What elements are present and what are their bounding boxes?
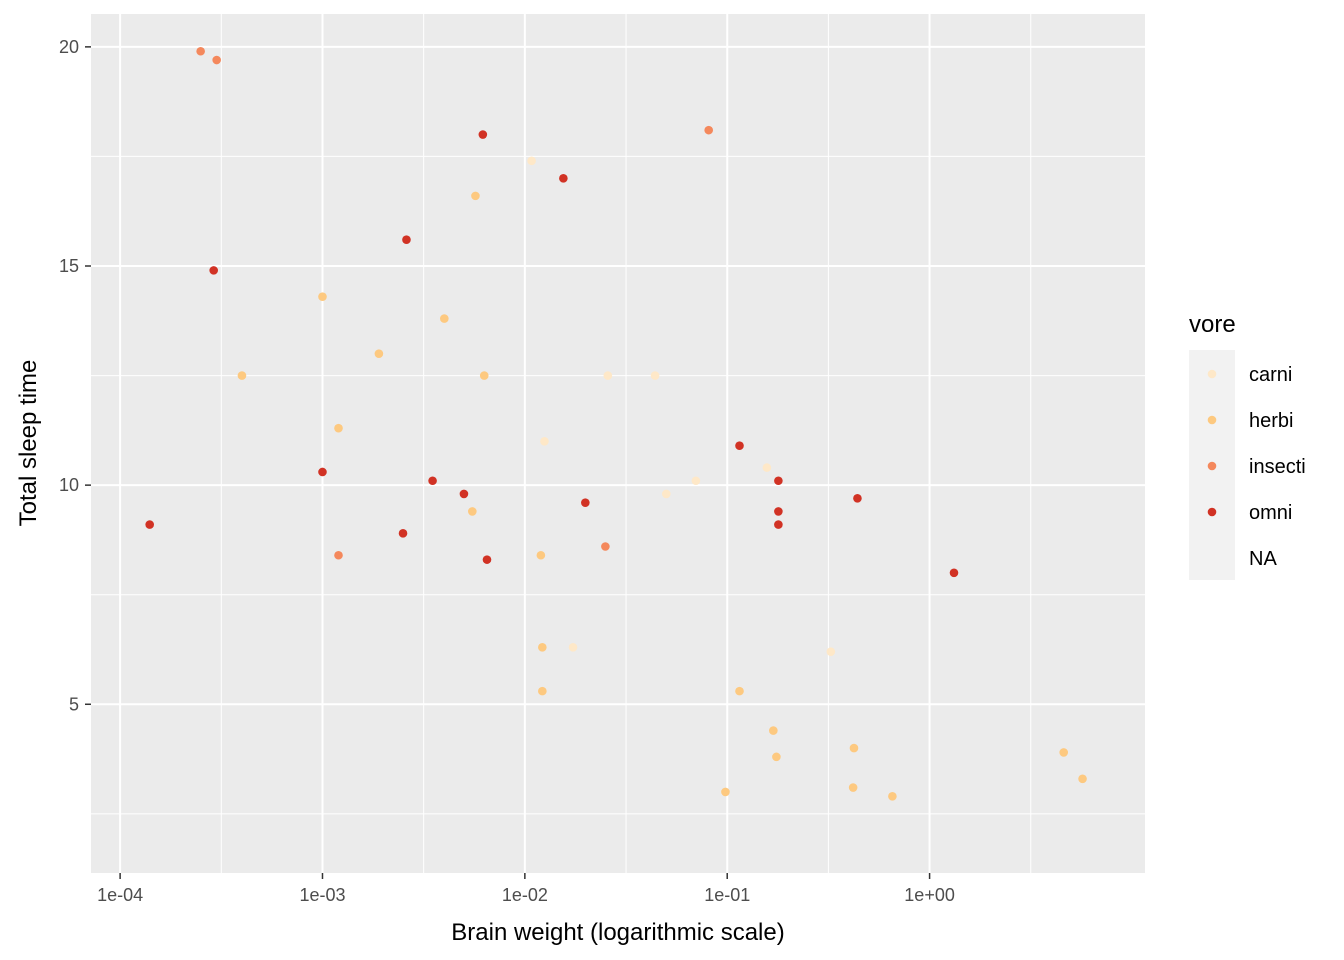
- legend: vore carni herbi insecti omni NA: [1189, 311, 1306, 580]
- data-point-herbi: [374, 349, 384, 358]
- legend-title: vore: [1189, 311, 1236, 338]
- data-point-omni: [459, 489, 469, 499]
- data-point-omni: [774, 507, 783, 516]
- legend-label-carni: carni: [1249, 364, 1292, 386]
- data-point-herbi: [536, 550, 546, 560]
- x-axis-title: Brain weight (logarithmic scale): [451, 919, 784, 946]
- legend-entries: carni herbi insecti omni NA: [1207, 364, 1306, 570]
- grid-minor: [91, 14, 1145, 873]
- y-axis-title: Total sleep time: [15, 360, 42, 527]
- data-point-herbi: [735, 686, 744, 696]
- legend-label-NA: NA: [1249, 548, 1277, 570]
- x-tick-label: 1e-03: [299, 885, 345, 905]
- data-point-herbi: [538, 642, 547, 652]
- data-point-carni: [650, 371, 660, 380]
- data-point-omni: [559, 174, 568, 183]
- data-point-carni: [826, 647, 836, 656]
- data-point-insecti: [601, 542, 610, 551]
- data-point-omni: [482, 555, 492, 564]
- legend-label-insecti: insecti: [1249, 456, 1306, 478]
- legend-key-carni: [1207, 369, 1217, 379]
- data-point-insecti: [212, 55, 221, 65]
- data-point-omni: [145, 520, 154, 529]
- y-tick-label: 20: [59, 37, 79, 57]
- plot-panel: [91, 14, 1145, 873]
- data-point-herbi: [318, 292, 327, 301]
- axis-ticks: [85, 46, 931, 879]
- data-point-carni: [691, 476, 701, 486]
- data-point-herbi: [1059, 748, 1069, 757]
- data-point-omni: [774, 520, 783, 529]
- data-point-herbi: [772, 752, 781, 762]
- x-tick-label: 1e-01: [704, 885, 750, 905]
- y-tick-label: 15: [59, 256, 79, 276]
- data-point-omni: [478, 130, 488, 139]
- data-point-omni: [402, 235, 411, 245]
- data-point-insecti: [196, 46, 205, 56]
- data-point-herbi: [848, 783, 858, 792]
- data-point-herbi: [237, 371, 247, 380]
- data-point-omni: [581, 498, 590, 507]
- data-point-carni: [762, 463, 772, 472]
- data-point-omni: [318, 467, 327, 477]
- data-point-carni: [527, 156, 536, 166]
- data-point-carni: [540, 437, 549, 446]
- data-point-herbi: [334, 423, 343, 433]
- data-point-herbi: [888, 792, 897, 801]
- legend-key-insecti: [1207, 461, 1217, 471]
- data-point-herbi: [479, 371, 489, 380]
- x-tick-label: 1e-04: [97, 885, 143, 905]
- legend-key-omni: [1207, 507, 1217, 517]
- data-point-herbi: [769, 726, 778, 735]
- data-point-herbi: [471, 191, 480, 201]
- data-point-omni: [853, 493, 862, 503]
- y-tick-label: 10: [59, 475, 79, 495]
- legend-key-herbi: [1207, 415, 1217, 425]
- legend-label-omni: omni: [1249, 502, 1292, 524]
- y-tick-label: 5: [69, 694, 79, 714]
- data-point-carni: [568, 642, 578, 652]
- data-point-herbi: [849, 743, 859, 753]
- data-point-omni: [774, 476, 783, 486]
- data-points: [145, 46, 1087, 801]
- data-point-omni: [398, 529, 408, 538]
- data-point-omni: [209, 266, 218, 275]
- data-point-insecti: [334, 550, 343, 560]
- x-tick-label: 1e-02: [502, 885, 548, 905]
- data-point-omni: [949, 568, 959, 578]
- data-point-herbi: [721, 787, 730, 797]
- x-tick-label: 1e+00: [904, 885, 955, 905]
- data-point-carni: [662, 489, 671, 499]
- data-point-omni: [735, 441, 744, 450]
- data-point-insecti: [704, 125, 714, 135]
- data-point-herbi: [1078, 774, 1087, 784]
- data-point-herbi: [538, 686, 547, 696]
- grid-major: [91, 14, 1145, 873]
- data-point-omni: [428, 476, 437, 486]
- tick-labels: 1e-04 1e-03 1e-02 1e-01 1e+00 5 10 15 20: [59, 37, 955, 905]
- data-point-herbi: [468, 507, 477, 516]
- legend-label-herbi: herbi: [1249, 410, 1293, 432]
- data-point-herbi: [440, 314, 449, 323]
- data-point-carni: [603, 371, 613, 380]
